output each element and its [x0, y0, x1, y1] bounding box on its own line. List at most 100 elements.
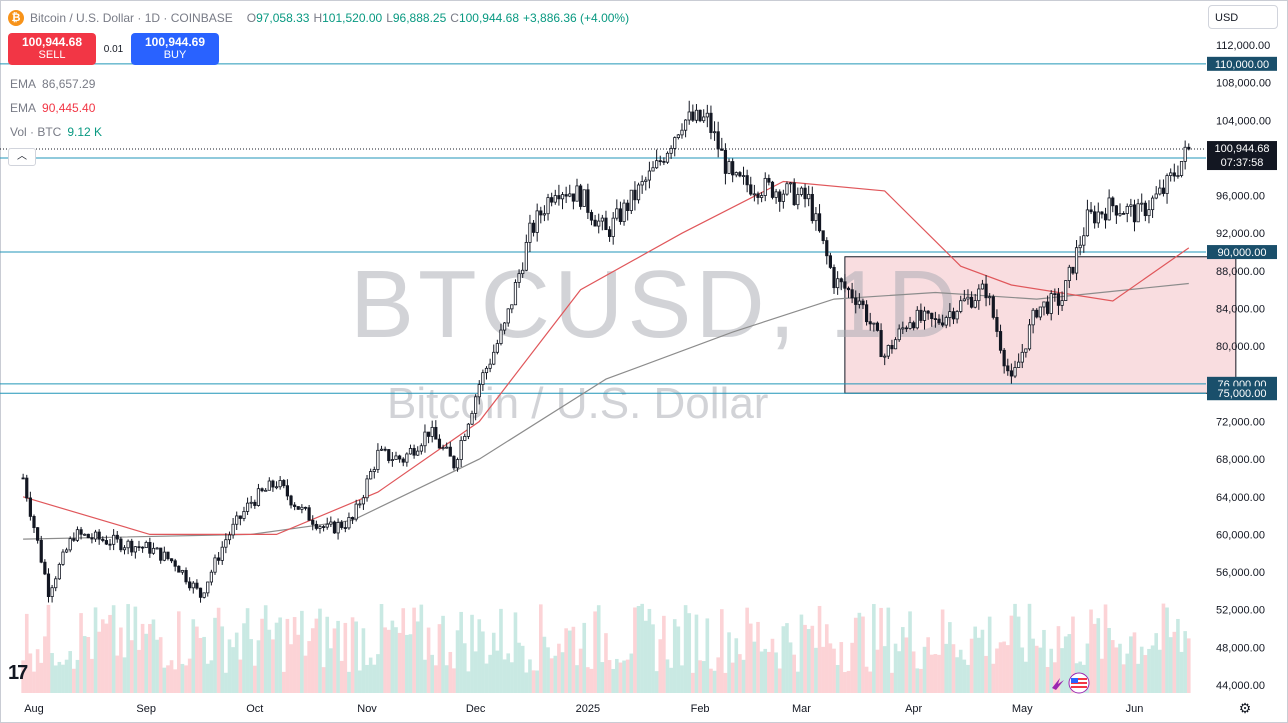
volume-bar [140, 623, 145, 693]
volume-bar [908, 611, 912, 693]
candle-body [441, 447, 445, 449]
candle-body [169, 558, 174, 562]
candle-body [72, 538, 76, 541]
indicator-ema-fast[interactable]: EMA 90,445.40 [10, 101, 95, 115]
candle-body [1042, 301, 1046, 308]
candle-body [676, 134, 680, 139]
candle-body [846, 287, 851, 291]
price-tick-label: 104,000.00 [1216, 115, 1271, 127]
volume-bar [285, 618, 290, 693]
volume-bar [129, 640, 134, 693]
candle-body [626, 202, 630, 211]
volume-bar [694, 614, 699, 693]
volume-bar [654, 671, 659, 693]
candle-body [213, 557, 217, 573]
candle-body [1031, 309, 1035, 326]
candle-body [919, 309, 923, 321]
chevron-up-icon[interactable]: ︿ [8, 148, 36, 166]
volume-bar [180, 663, 185, 693]
volume-bar [46, 604, 51, 693]
countdown-label: 07:37:58 [1221, 157, 1264, 169]
candle-body [861, 300, 865, 306]
candle-body [423, 431, 427, 447]
candle-body [698, 109, 702, 122]
volume-bar [148, 624, 152, 693]
volume-bar [524, 672, 529, 693]
volume-bar [441, 615, 445, 693]
volume-bar [477, 619, 482, 693]
candle-body [513, 282, 518, 306]
candle-body [347, 517, 351, 529]
price-tick-label: 64,000.00 [1216, 492, 1265, 504]
candle-body [1074, 247, 1079, 274]
candle-body [332, 521, 337, 534]
gear-icon[interactable]: ⚙ [1238, 700, 1252, 716]
volume-bar [698, 660, 702, 693]
indicator-ema-slow[interactable]: EMA 86,657.29 [10, 77, 95, 91]
candle-body [28, 497, 32, 517]
volume-bar [973, 626, 977, 693]
tradingview-logo-icon[interactable]: 17 [8, 662, 28, 684]
candle-body [977, 288, 981, 302]
volume-bar [238, 659, 243, 693]
candle-body [206, 581, 210, 594]
volume-bar [828, 643, 833, 693]
candle-body [865, 304, 869, 323]
volume-bar [984, 655, 988, 693]
candle-body [850, 289, 854, 299]
candle-body [524, 242, 528, 271]
volume-histogram [21, 603, 1191, 693]
volume-bar [1096, 618, 1101, 693]
candle-body [83, 533, 87, 536]
sell-button[interactable]: 100,944.68 SELL [8, 33, 96, 65]
candle-body [506, 308, 510, 324]
volume-bar [940, 609, 945, 693]
volume-bar [39, 662, 44, 693]
level-tag-label: 90,000.00 [1218, 247, 1267, 259]
candle-body [817, 213, 822, 232]
candle-body [191, 582, 195, 589]
candle-body [495, 343, 499, 353]
symbol-title[interactable]: Bitcoin / U.S. Dollar · 1D · COINBASE [30, 11, 233, 25]
price-tick-label: 108,000.00 [1216, 78, 1271, 90]
volume-bar [249, 639, 253, 693]
candle-body [988, 296, 992, 299]
volume-bar [43, 636, 47, 693]
volume-bar [788, 642, 793, 693]
buy-button[interactable]: 100,944.69 BUY [131, 33, 219, 65]
candle-body [93, 531, 98, 540]
volume-bar [1114, 647, 1119, 693]
candle-body [669, 148, 673, 154]
candle-body [1085, 209, 1090, 237]
candle-body [890, 345, 894, 350]
high-key: H [313, 11, 323, 25]
candle-body [133, 546, 137, 553]
candle-body [452, 455, 456, 469]
volume-bar [611, 668, 615, 693]
us-flag-icon[interactable] [1046, 672, 1090, 694]
volume-bar [372, 664, 377, 693]
candle-body [321, 526, 326, 528]
volume-bar [408, 634, 413, 693]
candle-body [419, 445, 423, 452]
candle-body [959, 300, 963, 312]
indicator-volume[interactable]: Vol · BTC 9.12 K [10, 125, 102, 139]
volume-bar [419, 604, 424, 693]
currency-select[interactable]: USD [1208, 5, 1278, 29]
candle-body [238, 515, 242, 519]
candle-body [897, 328, 901, 341]
candle-body [379, 448, 384, 451]
volume-bar [857, 612, 862, 693]
price-axis[interactable]: 112,000.00 108,000.00 104,000.00 96,000.00 9… [1216, 40, 1271, 692]
watermark-name: Bitcoin / U.S. Dollar [387, 379, 768, 428]
candle-body [1154, 193, 1158, 199]
candle-body [691, 111, 695, 121]
volume-bar [897, 651, 901, 693]
candle-body [636, 184, 641, 201]
candle-body [499, 329, 503, 344]
volume-bar [234, 632, 239, 693]
time-axis[interactable]: Aug Sep Oct Nov Dec 2025 Feb Mar Apr May Jun [24, 703, 1143, 715]
volume-bar [1092, 623, 1097, 693]
time-tick-label: Oct [246, 703, 263, 715]
